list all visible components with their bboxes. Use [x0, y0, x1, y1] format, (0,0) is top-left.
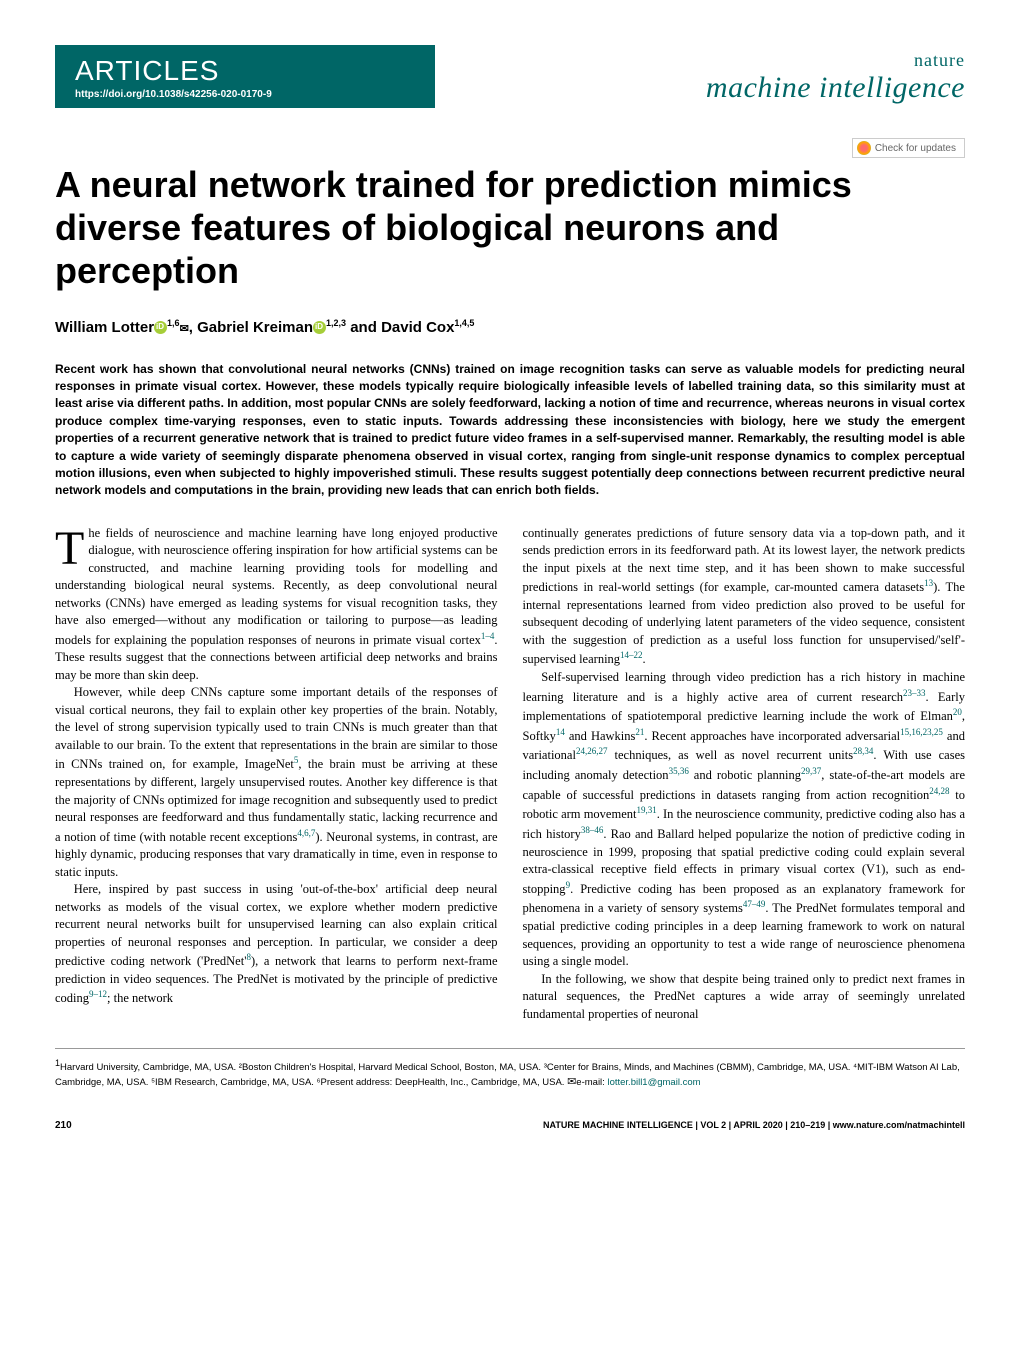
column-right: continually generates predictions of fut… [523, 525, 966, 1023]
body-text-span: Self-supervised learning through video p… [523, 670, 966, 704]
paragraph: continually generates predictions of fut… [523, 525, 966, 669]
author-2: Gabriel Kreiman [197, 319, 313, 336]
author-2-affil: 1,2,3 [326, 318, 346, 328]
column-left: The fields of neuroscience and machine l… [55, 525, 498, 1023]
ref-link[interactable]: 23–33 [903, 688, 926, 698]
body-text-span: In the following, we show that despite b… [523, 972, 966, 1021]
section-label: ARTICLES [75, 55, 415, 87]
body-text-span: ; the network [107, 991, 173, 1005]
email-label: e-mail: [576, 1077, 607, 1088]
envelope-icon: ✉ [567, 1075, 576, 1090]
ref-link[interactable]: 14–22 [620, 650, 643, 660]
journal-prefix: nature [706, 50, 965, 71]
ref-link[interactable]: 35,36 [669, 766, 689, 776]
paragraph: Self-supervised learning through video p… [523, 669, 966, 971]
and-separator: and [346, 319, 381, 336]
body-text: The fields of neuroscience and machine l… [55, 525, 965, 1023]
ref-link[interactable]: 20 [953, 707, 962, 717]
ref-link[interactable]: 1–4 [481, 631, 495, 641]
ref-link[interactable]: 24,28 [929, 786, 949, 796]
body-text-span: and Hawkins [565, 729, 636, 743]
dropcap: T [55, 525, 88, 569]
paragraph: However, while deep CNNs capture some im… [55, 684, 498, 881]
body-text-span: . Recent approaches have incorporated ad… [644, 729, 900, 743]
body-text-span: . [643, 653, 646, 667]
orcid-icon[interactable] [313, 321, 326, 334]
body-text-span: and robotic planning [689, 768, 801, 782]
corresponding-icon: ✉ [180, 322, 189, 335]
email-link[interactable]: lotter.bill1@gmail.com [607, 1077, 700, 1088]
doi-link[interactable]: https://doi.org/10.1038/s42256-020-0170-… [75, 89, 415, 100]
paragraph: Here, inspired by past success in using … [55, 881, 498, 1008]
body-text-span: techniques, as well as novel recurrent u… [607, 749, 853, 763]
author-1-affil: 1,6 [167, 318, 180, 328]
page-footer: 210 NATURE MACHINE INTELLIGENCE | VOL 2 … [55, 1120, 965, 1131]
affiliations-text: Harvard University, Cambridge, MA, USA. … [55, 1062, 960, 1087]
body-text-span: he fields of neuroscience and machine le… [55, 526, 498, 647]
ref-link[interactable]: 4,6,7 [297, 828, 315, 838]
ref-link[interactable]: 24,26,27 [576, 746, 608, 756]
author-3: David Cox [381, 319, 454, 336]
affiliations: 1Harvard University, Cambridge, MA, USA.… [55, 1048, 965, 1090]
ref-link[interactable]: 13 [924, 578, 933, 588]
footer-citation: NATURE MACHINE INTELLIGENCE | VOL 2 | AP… [543, 1120, 965, 1131]
paragraph: The fields of neuroscience and machine l… [55, 525, 498, 685]
ref-link[interactable]: 28,34 [853, 746, 873, 756]
ref-link[interactable]: 47–49 [743, 899, 766, 909]
abstract: Recent work has shown that convolutional… [55, 361, 965, 500]
check-updates-icon [857, 141, 871, 155]
check-updates-label: Check for updates [875, 143, 956, 154]
paragraph: In the following, we show that despite b… [523, 971, 966, 1024]
author-3-affil: 1,4,5 [454, 318, 474, 328]
ref-link[interactable]: 29,37 [801, 766, 821, 776]
author-1: William Lotter [55, 319, 154, 336]
section-banner: ARTICLES https://doi.org/10.1038/s42256-… [55, 45, 435, 108]
ref-link[interactable]: 38–46 [581, 825, 604, 835]
body-text-span: continually generates predictions of fut… [523, 526, 966, 595]
ref-link[interactable]: 14 [556, 727, 565, 737]
orcid-icon[interactable] [154, 321, 167, 334]
ref-link[interactable]: 15,16,23,25 [900, 727, 943, 737]
article-title: A neural network trained for prediction … [55, 163, 965, 293]
journal-brand: nature machine intelligence [706, 45, 965, 105]
check-updates-button[interactable]: Check for updates [852, 138, 965, 158]
ref-link[interactable]: 9–12 [89, 989, 107, 999]
page-number: 210 [55, 1120, 72, 1131]
header-bar: ARTICLES https://doi.org/10.1038/s42256-… [55, 45, 965, 108]
journal-name: machine intelligence [706, 71, 965, 105]
ref-link[interactable]: 19,31 [636, 805, 656, 815]
authors-line: William Lotter1,6✉, Gabriel Kreiman1,2,3… [55, 318, 965, 336]
